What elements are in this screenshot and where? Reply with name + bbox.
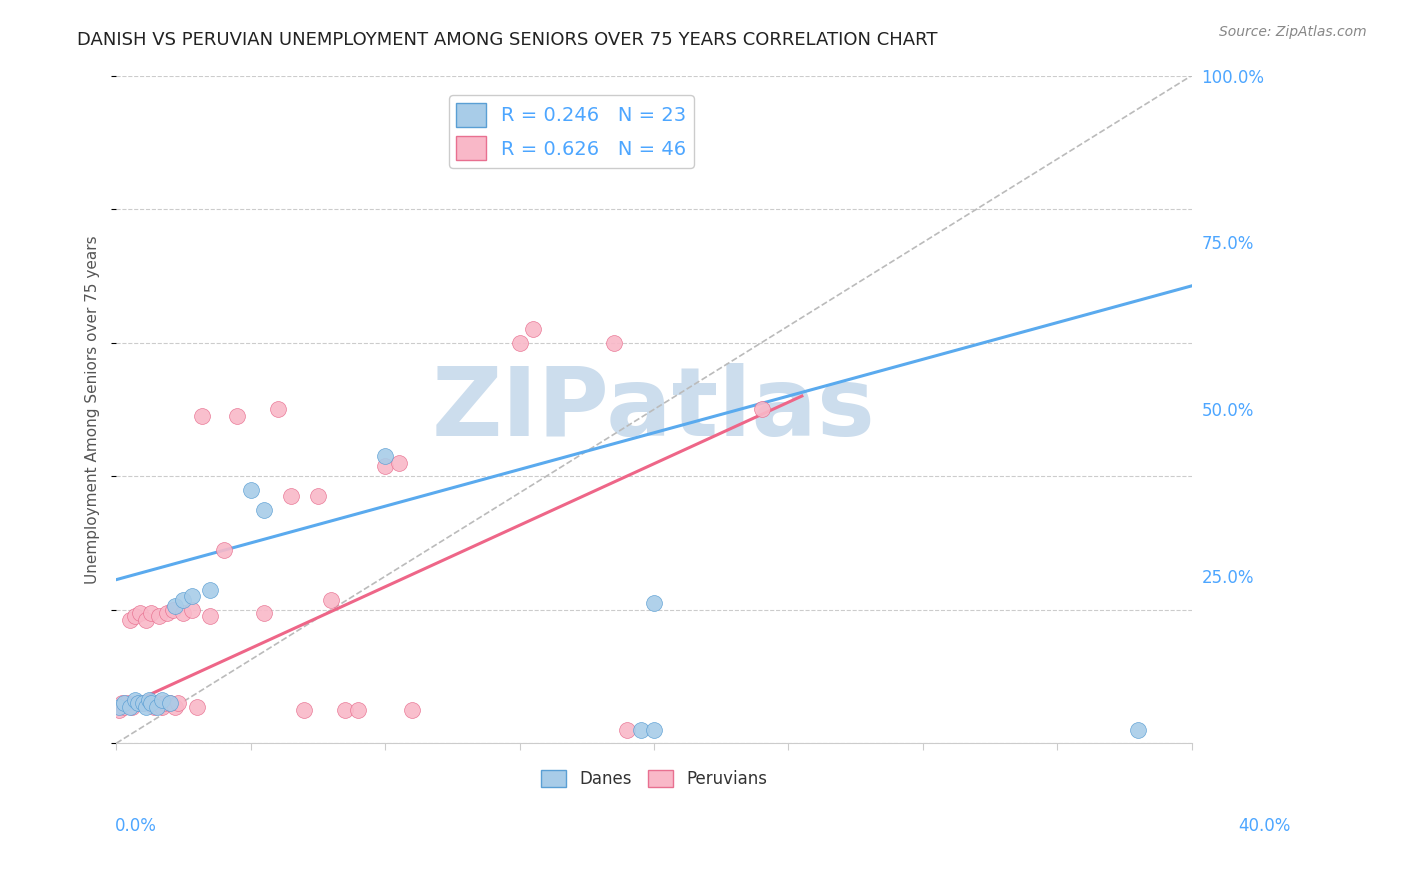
Point [401,703,423,717]
Point [165,699,187,714]
Point [643,723,665,737]
Point [616,723,638,737]
Point [118,699,141,714]
Point [751,402,773,417]
Text: DANISH VS PERUVIAN UNEMPLOYMENT AMONG SENIORS OVER 75 YEARS CORRELATION CHART: DANISH VS PERUVIAN UNEMPLOYMENT AMONG SE… [77,31,938,49]
Point [522,322,544,336]
Point [280,489,302,503]
Point [374,459,396,474]
Point [108,699,131,714]
Point [212,542,235,557]
Point [239,483,262,497]
Point [602,335,624,350]
Point [173,592,195,607]
Point [132,696,155,710]
Point [200,609,222,624]
Point [253,502,276,516]
Point [333,703,356,717]
Point [127,696,149,710]
Text: ZIPatlas: ZIPatlas [432,363,876,456]
Point [141,696,163,710]
Point [127,696,149,710]
Point [138,693,160,707]
Point [129,606,152,620]
Point [145,696,167,710]
Point [150,699,173,714]
Point [108,703,131,717]
Point [374,449,396,463]
Text: Source: ZipAtlas.com: Source: ZipAtlas.com [1219,25,1367,39]
Point [165,599,187,614]
Point [145,699,167,714]
Point [115,696,138,710]
Point [347,703,370,717]
Y-axis label: Unemployment Among Seniors over 75 years: Unemployment Among Seniors over 75 years [86,235,100,583]
Point [294,703,316,717]
Point [162,603,184,617]
Point [153,696,176,710]
Text: 40.0%: 40.0% [1239,817,1291,835]
Point [118,613,141,627]
Point [141,606,163,620]
Point [186,699,208,714]
Point [148,609,170,624]
Point [173,606,195,620]
Point [112,699,135,714]
Point [630,723,652,737]
Point [124,693,146,707]
Point [159,696,181,710]
Point [643,596,665,610]
Point [132,696,155,710]
Point [138,696,160,710]
Point [307,489,329,503]
Point [121,699,143,714]
Point [135,699,157,714]
Point [111,696,134,710]
Point [226,409,249,423]
Point [124,609,146,624]
Point [387,456,409,470]
Point [321,592,343,607]
Point [180,590,202,604]
Point [167,696,190,710]
Point [180,603,202,617]
Point [191,409,214,423]
Point [253,606,276,620]
Point [112,696,135,710]
Point [156,606,179,620]
Point [150,693,173,707]
Point [1126,723,1149,737]
Point [159,696,181,710]
Point [142,699,165,714]
Point [135,613,157,627]
Legend: Danes, Peruvians: Danes, Peruvians [534,764,775,795]
Point [200,582,222,597]
Point [509,335,531,350]
Point [266,402,288,417]
Text: 0.0%: 0.0% [115,817,157,835]
